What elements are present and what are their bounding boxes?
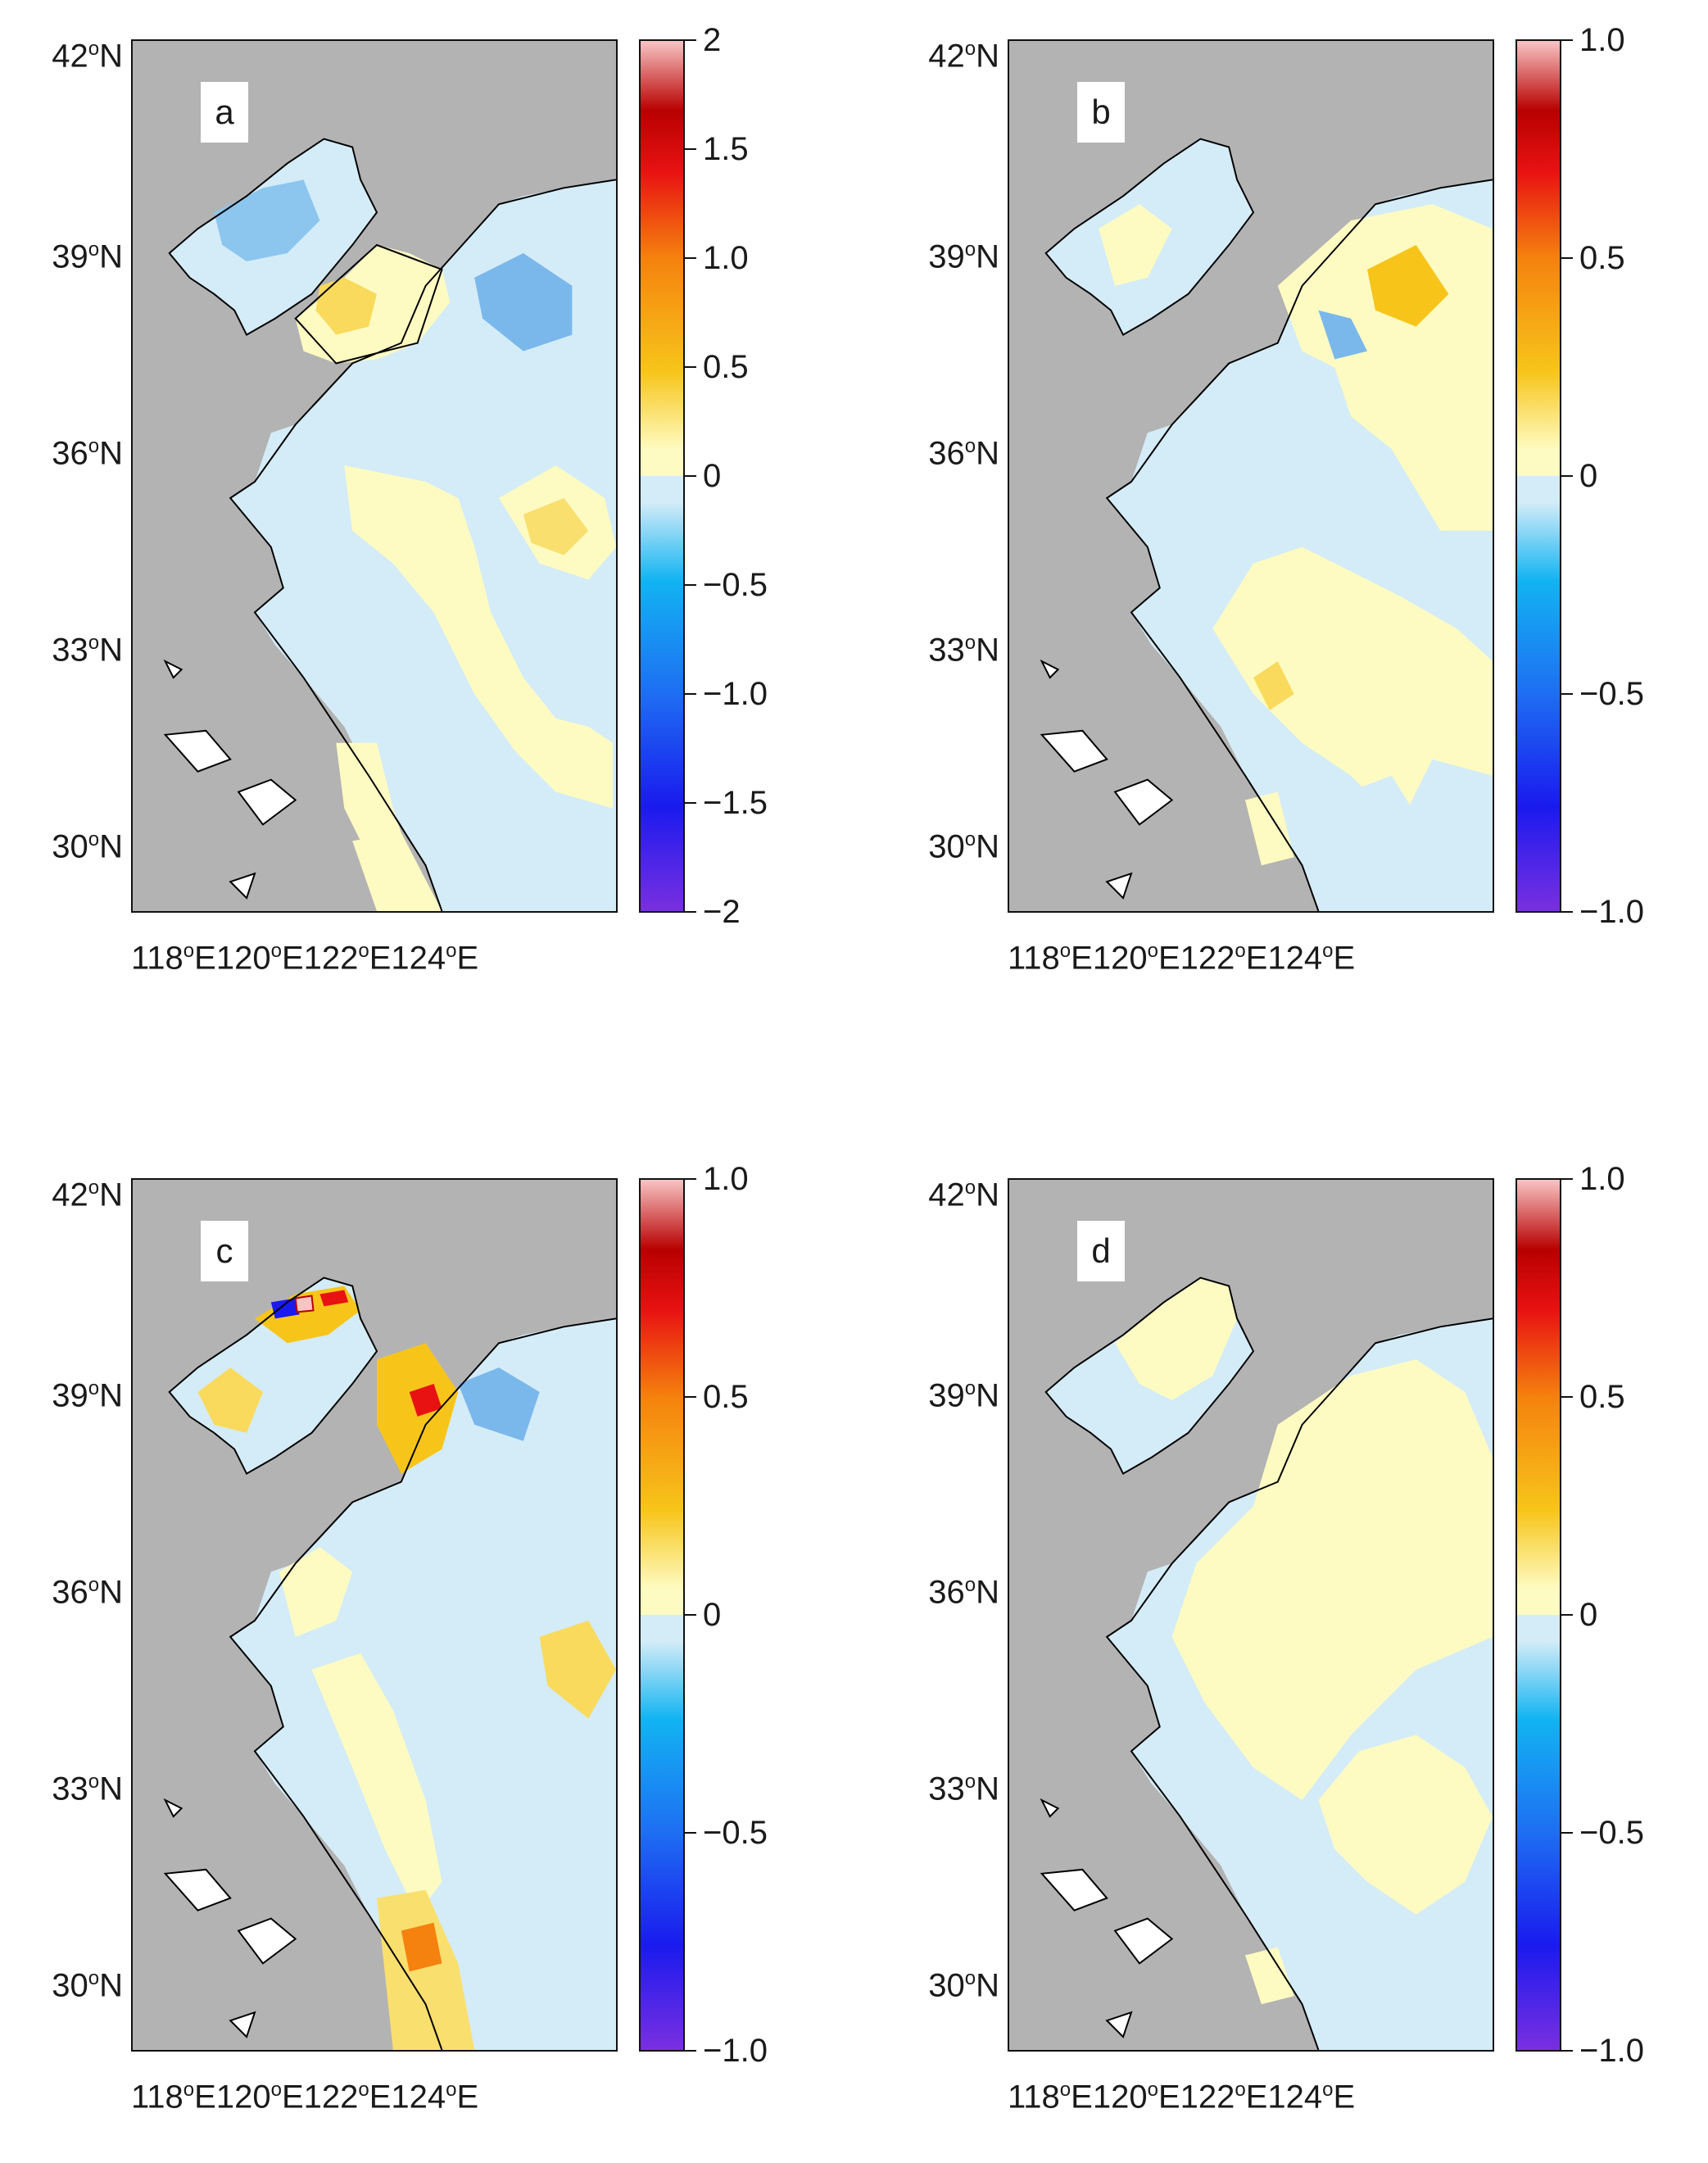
colorbar-tick-label: −0.5: [1579, 676, 1644, 712]
colorbar-tick: [685, 2050, 696, 2052]
map-b: [1008, 39, 1494, 913]
colorbar-tick-label: 0.5: [1579, 240, 1625, 276]
colorbar-tick-label: −1.0: [1579, 2033, 1644, 2069]
lat-label: 33oN: [52, 632, 123, 669]
colorbar-tick-label: 0.5: [703, 1379, 749, 1415]
colorbar-tick-label: −0.5: [703, 567, 768, 603]
colorbar-c: [639, 1178, 685, 2052]
colorbar-tick: [1561, 693, 1573, 695]
panel-tag: b: [1077, 82, 1125, 143]
colorbar-tick-label: 0: [1579, 1597, 1598, 1633]
colorbar-tick: [685, 366, 696, 368]
panel-tag: d: [1077, 1221, 1125, 1281]
lat-label: 42oN: [928, 1177, 999, 1213]
colorbar-tick-label: 1.0: [703, 1161, 749, 1197]
lon-label: 118oE120oE122oE124oE: [1008, 940, 1356, 977]
colorbar-d: [1515, 1178, 1561, 2052]
panel-d: 42oN 39oN 36oN 33oN 30oN 118oE120oE122oE…: [877, 1139, 1708, 2163]
lon-label: 118oE120oE122oE124oE: [131, 940, 479, 977]
colorbar-tick: [1561, 1178, 1573, 1180]
colorbar-tick: [1561, 1396, 1573, 1398]
colorbar-tick-label: 1.0: [1579, 22, 1625, 58]
colorbar-tick-label: 1.5: [703, 131, 749, 167]
map-c: [131, 1178, 618, 2052]
colorbar-tick: [685, 693, 696, 695]
lat-label: 39oN: [52, 1377, 123, 1414]
lon-label: 118oE120oE122oE124oE: [131, 2079, 479, 2115]
colorbar-tick-label: −2: [703, 894, 741, 930]
colorbar-tick: [685, 475, 696, 477]
colorbar-tick-label: −1.0: [703, 676, 768, 712]
colorbar-tick-label: −1.0: [703, 2033, 768, 2069]
map-a: [131, 39, 618, 913]
panel-a: 42oN 39oN 36oN 33oN 30oN 118oE120oE122oE…: [0, 0, 836, 1024]
colorbar-tick: [685, 148, 696, 150]
colorbar-tick: [685, 802, 696, 804]
colorbar-tick-label: −0.5: [703, 1815, 768, 1851]
colorbar-tick: [685, 911, 696, 913]
lat-label: 39oN: [52, 238, 123, 275]
colorbar-tick: [685, 1614, 696, 1616]
colorbar-tick: [1561, 39, 1573, 41]
colorbar-tick: [1561, 475, 1573, 477]
lat-label: 42oN: [52, 1177, 123, 1213]
panel-b: 42oN 39oN 36oN 33oN 30oN 118oE120oE122oE…: [877, 0, 1708, 1024]
colorbar-tick: [1561, 2050, 1573, 2052]
colorbar-tick: [685, 1832, 696, 1834]
lat-label: 33oN: [928, 632, 999, 669]
lat-label: 36oN: [928, 435, 999, 472]
colorbar-tick-label: 0.5: [1579, 1379, 1625, 1415]
colorbar-tick: [1561, 1614, 1573, 1616]
colorbar-tick-label: 0: [703, 458, 722, 494]
map-d: [1008, 1178, 1494, 2052]
colorbar-tick: [685, 257, 696, 259]
lat-label: 30oN: [928, 1967, 999, 2004]
colorbar-tick-label: 1.0: [703, 240, 749, 276]
colorbar-tick-label: 0.5: [703, 349, 749, 385]
panel-tag: a: [201, 82, 248, 143]
lon-label: 118oE120oE122oE124oE: [1008, 2079, 1356, 2115]
colorbar-tick: [685, 1178, 696, 1180]
colorbar-tick-label: −1.5: [703, 785, 768, 821]
colorbar-tick-label: −0.5: [1579, 1815, 1644, 1851]
colorbar-tick: [685, 1396, 696, 1398]
lat-label: 36oN: [928, 1574, 999, 1611]
lat-label: 30oN: [52, 1967, 123, 2004]
lat-label: 42oN: [928, 38, 999, 75]
lat-label: 30oN: [52, 828, 123, 865]
panel-c: 42oN 39oN 36oN 33oN 30oN 118oE120oE122oE…: [0, 1139, 836, 2163]
colorbar-tick: [1561, 911, 1573, 913]
colorbar-tick: [1561, 1832, 1573, 1834]
lat-label: 39oN: [928, 238, 999, 275]
panel-tag: c: [201, 1221, 248, 1281]
colorbar-tick-label: 0: [703, 1597, 722, 1633]
lat-label: 30oN: [928, 828, 999, 865]
colorbar-tick: [685, 584, 696, 586]
colorbar-tick: [685, 39, 696, 41]
lat-label: 33oN: [928, 1771, 999, 1807]
lat-label: 36oN: [52, 435, 123, 472]
lat-label: 39oN: [928, 1377, 999, 1414]
colorbar-tick: [1561, 257, 1573, 259]
lat-label: 36oN: [52, 1574, 123, 1611]
lat-label: 42oN: [52, 38, 123, 75]
colorbar-tick-label: 2: [703, 22, 722, 58]
lat-label: 33oN: [52, 1771, 123, 1807]
colorbar-b: [1515, 39, 1561, 913]
colorbar-a: [639, 39, 685, 913]
colorbar-tick-label: 0: [1579, 458, 1598, 494]
colorbar-tick-label: 1.0: [1579, 1161, 1625, 1197]
colorbar-tick-label: −1.0: [1579, 894, 1644, 930]
